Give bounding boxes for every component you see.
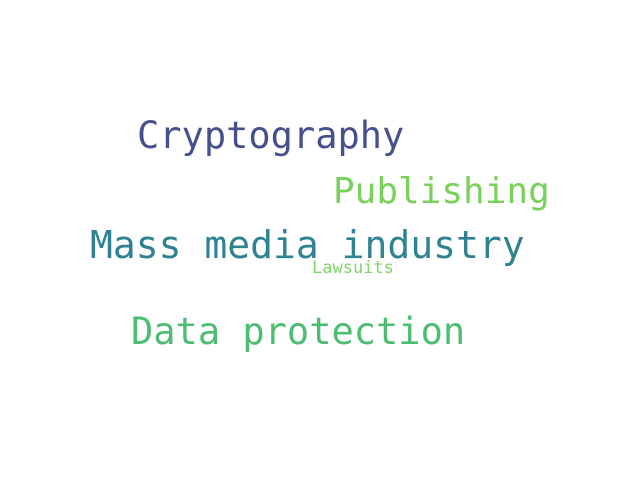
word-publishing: Publishing: [333, 171, 550, 212]
word-lawsuits: Lawsuits: [312, 258, 394, 278]
word-mass-media-industry: Mass media industry: [90, 223, 525, 267]
word-data-protection: Data protection: [131, 310, 466, 353]
word-cryptography: Cryptography: [137, 114, 405, 157]
